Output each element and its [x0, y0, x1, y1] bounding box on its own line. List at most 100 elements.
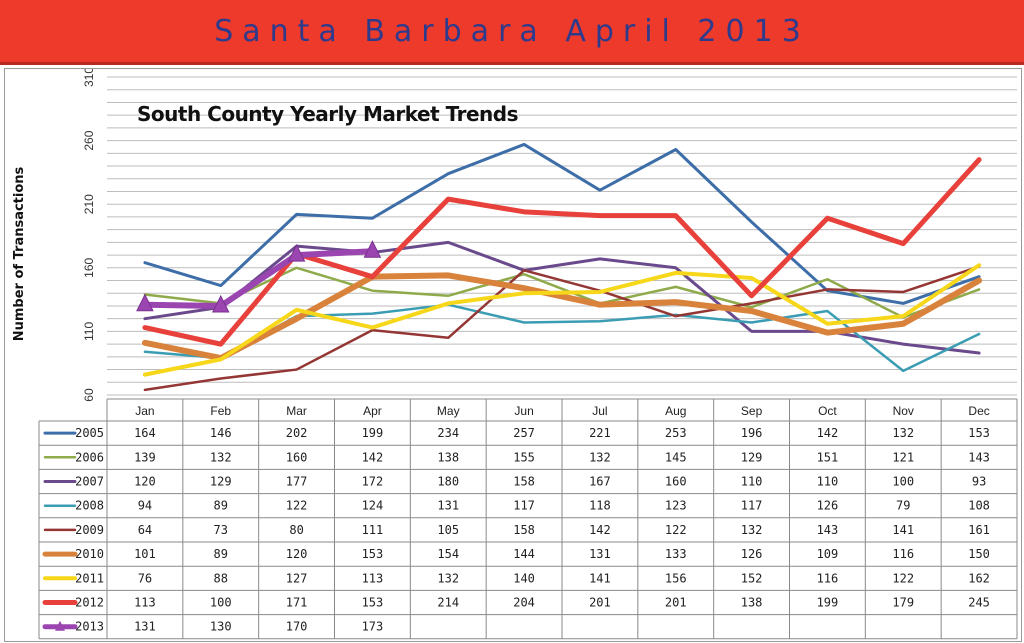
- table-cell-value: 100: [892, 475, 914, 489]
- table-cell-value: 117: [513, 499, 535, 513]
- table-cell-value: 167: [589, 475, 611, 489]
- table-cell-value: 132: [741, 523, 763, 537]
- table-cell-value: 110: [817, 475, 839, 489]
- x-tick-label: Jun: [514, 404, 533, 418]
- table-cell-value: 131: [589, 547, 611, 561]
- table-cell-value: 234: [437, 426, 459, 440]
- legend-label: 2012: [75, 596, 104, 610]
- table-cell-value: 100: [210, 596, 232, 610]
- table-cell-value: 133: [665, 547, 687, 561]
- table-cell-value: 116: [892, 547, 914, 561]
- table-cell-value: 109: [817, 547, 839, 561]
- y-tick-label: 260: [82, 130, 96, 150]
- legend-label: 2007: [75, 475, 104, 489]
- x-tick-label: Apr: [363, 404, 382, 418]
- y-tick-label: 210: [82, 194, 96, 214]
- table-cell-value: 132: [589, 450, 611, 464]
- table-cell-value: 130: [210, 620, 232, 634]
- legend-label: 2005: [75, 426, 104, 440]
- y-tick-label: 60: [82, 388, 96, 402]
- table-cell-value: 199: [362, 426, 384, 440]
- data-point-marker: [211, 294, 230, 313]
- table-cell-value: 156: [665, 571, 687, 585]
- table-cell-value: 124: [362, 499, 384, 513]
- table-cell-value: 141: [892, 523, 914, 537]
- table-cell-value: 152: [741, 571, 763, 585]
- table-cell-value: 201: [589, 596, 611, 610]
- y-axis-label: Number of Transactions: [12, 166, 27, 341]
- table-cell-value: 129: [210, 475, 232, 489]
- table-cell-value: 138: [437, 450, 459, 464]
- legend-label: 2010: [75, 547, 104, 561]
- table-cell-value: 116: [817, 571, 839, 585]
- table-cell-value: 201: [665, 596, 687, 610]
- series-line-2013: [141, 248, 376, 309]
- table-cell-value: 126: [741, 547, 763, 561]
- table-cell-value: 129: [741, 450, 763, 464]
- table-cell-value: 143: [817, 523, 839, 537]
- table-cell-value: 118: [589, 499, 611, 513]
- series-line-2008: [143, 303, 981, 373]
- x-tick-label: Mar: [286, 404, 307, 418]
- y-axis-ticks: 60 110 160 210 260 310: [82, 69, 96, 402]
- banner-title: Santa Barbara April 2013: [214, 13, 810, 49]
- table-cell-value: 161: [968, 523, 990, 537]
- series-line-2009: [143, 265, 981, 392]
- table-cell-value: 113: [134, 596, 156, 610]
- x-tick-label: Nov: [893, 404, 914, 418]
- table-cell-value: 173: [362, 620, 384, 634]
- header-banner: Santa Barbara April 2013: [0, 0, 1024, 65]
- table-cell-value: 214: [437, 596, 459, 610]
- table-cell-value: 105: [437, 523, 459, 537]
- table-cell-value: 113: [362, 571, 384, 585]
- data-point-marker: [287, 243, 306, 262]
- table-cell-value: 150: [968, 547, 990, 561]
- table-cell-value: 132: [210, 450, 232, 464]
- chart-title: South County Yearly Market Trends: [137, 102, 518, 126]
- table-cell-value: 120: [286, 547, 308, 561]
- legend-marker: [55, 620, 65, 631]
- table-cell-value: 131: [437, 499, 459, 513]
- table-cell-value: 123: [665, 499, 687, 513]
- table-cell-value: 153: [362, 596, 384, 610]
- table-cell-value: 143: [968, 450, 990, 464]
- chart-panel: 60 110 160 210 260 310 Number of Transactions…: [4, 68, 1022, 642]
- table-cell-value: 204: [513, 596, 535, 610]
- table-cell-value: 140: [513, 571, 535, 585]
- table-cell-value: 142: [817, 426, 839, 440]
- x-tick-label: Jul: [592, 404, 607, 418]
- data-table: Jan Feb Mar Apr May Jun Jul Aug Sep Oct Nov Dec 2005…: [38, 398, 1018, 640]
- table-cell-value: 122: [892, 571, 914, 585]
- table-cell-value: 79: [896, 499, 910, 513]
- table-cell-value: 132: [437, 571, 459, 585]
- table-cell-value: 158: [513, 475, 535, 489]
- table-cell-value: 153: [362, 547, 384, 561]
- table-cell-value: 73: [214, 523, 228, 537]
- table-cell-value: 93: [972, 475, 986, 489]
- table-cell-value: 164: [134, 426, 156, 440]
- table-cell-value: 139: [134, 450, 156, 464]
- legend-label: 2013: [75, 620, 104, 634]
- x-tick-label: Oct: [818, 404, 837, 418]
- table-cell-value: 108: [968, 499, 990, 513]
- x-tick-label: Dec: [968, 404, 989, 418]
- series-lines: [136, 142, 983, 392]
- table-cell-value: 120: [134, 475, 156, 489]
- table-cell-value: 172: [362, 475, 384, 489]
- table-cell-value: 155: [513, 450, 535, 464]
- series-line-2006: [143, 266, 981, 319]
- table-cell-value: 160: [286, 450, 308, 464]
- table-cell-value: 162: [968, 571, 990, 585]
- x-tick-label: Sep: [741, 404, 763, 418]
- y-tick-label: 110: [82, 322, 96, 341]
- table-cell-value: 94: [138, 499, 152, 513]
- table-cell-value: 202: [286, 426, 308, 440]
- table-cell-value: 110: [741, 475, 763, 489]
- table-cell-value: 158: [513, 523, 535, 537]
- table-cell-value: 117: [741, 499, 763, 513]
- table-cell-value: 221: [589, 426, 611, 440]
- x-tick-label: Jan: [135, 404, 154, 418]
- table-cell-value: 253: [665, 426, 687, 440]
- table-cell-value: 170: [286, 620, 308, 634]
- table-cell-value: 88: [214, 571, 228, 585]
